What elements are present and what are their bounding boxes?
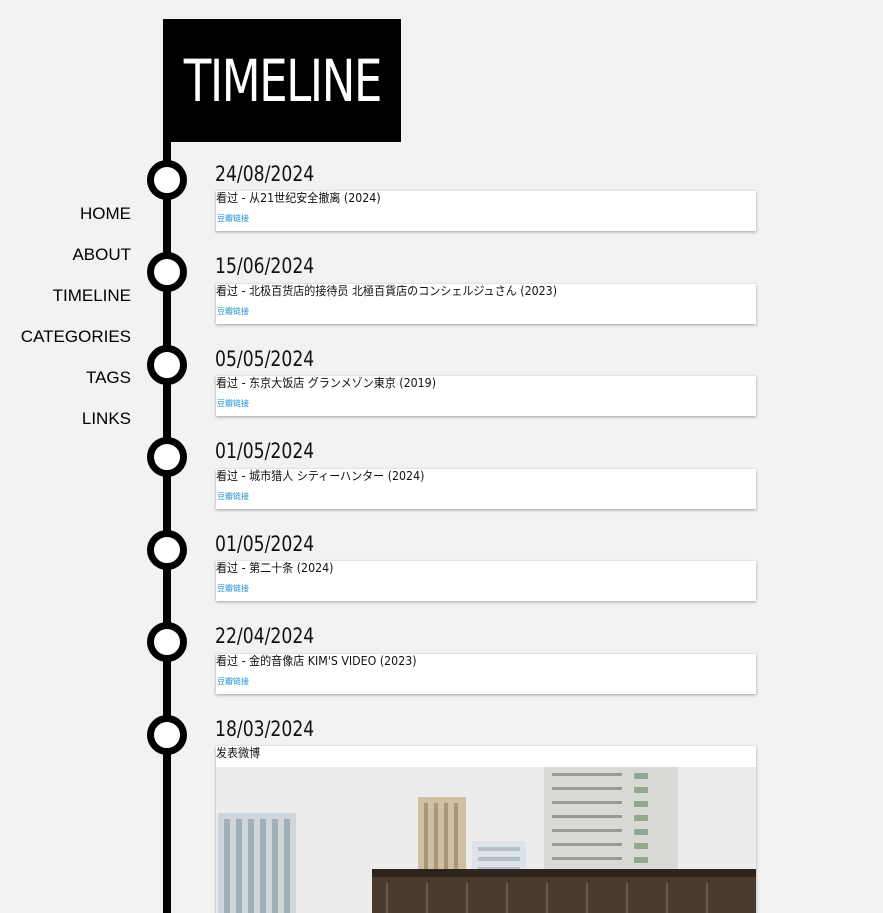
site-title-block[interactable]: TIMELINE <box>163 19 401 142</box>
timeline-node <box>147 530 187 570</box>
douban-link[interactable]: 豆瓣链接 <box>217 677 249 686</box>
entry-text: 看过 - 从21世纪安全撤离 (2024) <box>216 191 381 205</box>
timeline-node <box>147 437 187 477</box>
entry-text: 看过 - 东京大饭店 グランメゾン東京 (2019) <box>216 376 437 390</box>
douban-link[interactable]: 豆瓣链接 <box>217 307 249 316</box>
timeline-node <box>147 622 187 662</box>
entry-text: 看过 - 第二十条 (2024) <box>216 561 334 575</box>
entry-text: 看过 - 北极百货店的接待员 北極百貨店のコンシェルジュさん (2023) <box>216 284 558 298</box>
weibo-photo[interactable] <box>216 767 756 913</box>
nav-tags[interactable]: TAGS <box>85 368 131 387</box>
nav-home[interactable]: HOME <box>80 204 131 223</box>
entry-card: 看过 - 金的音像店 KIM'S VIDEO (2023) 豆瓣链接 <box>216 654 756 694</box>
timeline-node <box>147 160 187 200</box>
timeline-node <box>147 345 187 385</box>
entry-date: 05/05/2024 <box>215 347 315 371</box>
entry-date: 01/05/2024 <box>215 532 315 556</box>
city-buildings-image <box>216 767 756 913</box>
entry-text: 发表微博 <box>216 746 261 760</box>
nav-links[interactable]: LINKS <box>81 409 131 428</box>
main-nav: HOME ABOUT TIMELINE CATEGORIES TAGS LINK… <box>0 200 131 446</box>
entry-card: 看过 - 北极百货店的接待员 北極百貨店のコンシェルジュさん (2023) 豆瓣… <box>216 284 756 324</box>
timeline-node <box>147 252 187 292</box>
entry-text: 看过 - 城市猎人 シティーハンター (2024) <box>216 469 425 483</box>
douban-link[interactable]: 豆瓣链接 <box>217 492 249 501</box>
nav-about[interactable]: ABOUT <box>72 245 131 264</box>
douban-link[interactable]: 豆瓣链接 <box>217 214 249 223</box>
nav-timeline[interactable]: TIMELINE <box>52 286 131 305</box>
entry-date: 15/06/2024 <box>215 254 315 278</box>
douban-link[interactable]: 豆瓣链接 <box>217 584 249 593</box>
timeline-node <box>147 715 187 755</box>
nav-categories[interactable]: CATEGORIES <box>20 327 131 346</box>
entry-date: 01/05/2024 <box>215 439 315 463</box>
douban-link[interactable]: 豆瓣链接 <box>217 399 249 408</box>
entry-text: 看过 - 金的音像店 KIM'S VIDEO (2023) <box>216 654 417 668</box>
entry-card: 看过 - 从21世纪安全撤离 (2024) 豆瓣链接 <box>216 191 756 231</box>
page-title: TIMELINE <box>183 46 382 115</box>
entry-card: 看过 - 东京大饭店 グランメゾン東京 (2019) 豆瓣链接 <box>216 376 756 416</box>
entry-date: 24/08/2024 <box>215 162 315 186</box>
entry-date: 18/03/2024 <box>215 717 315 741</box>
entry-card: 看过 - 城市猎人 シティーハンター (2024) 豆瓣链接 <box>216 469 756 509</box>
weibo-card: 发表微博 <box>216 746 756 913</box>
timeline-rail <box>163 142 171 913</box>
entry-card: 看过 - 第二十条 (2024) 豆瓣链接 <box>216 561 756 601</box>
entry-date: 22/04/2024 <box>215 624 315 648</box>
